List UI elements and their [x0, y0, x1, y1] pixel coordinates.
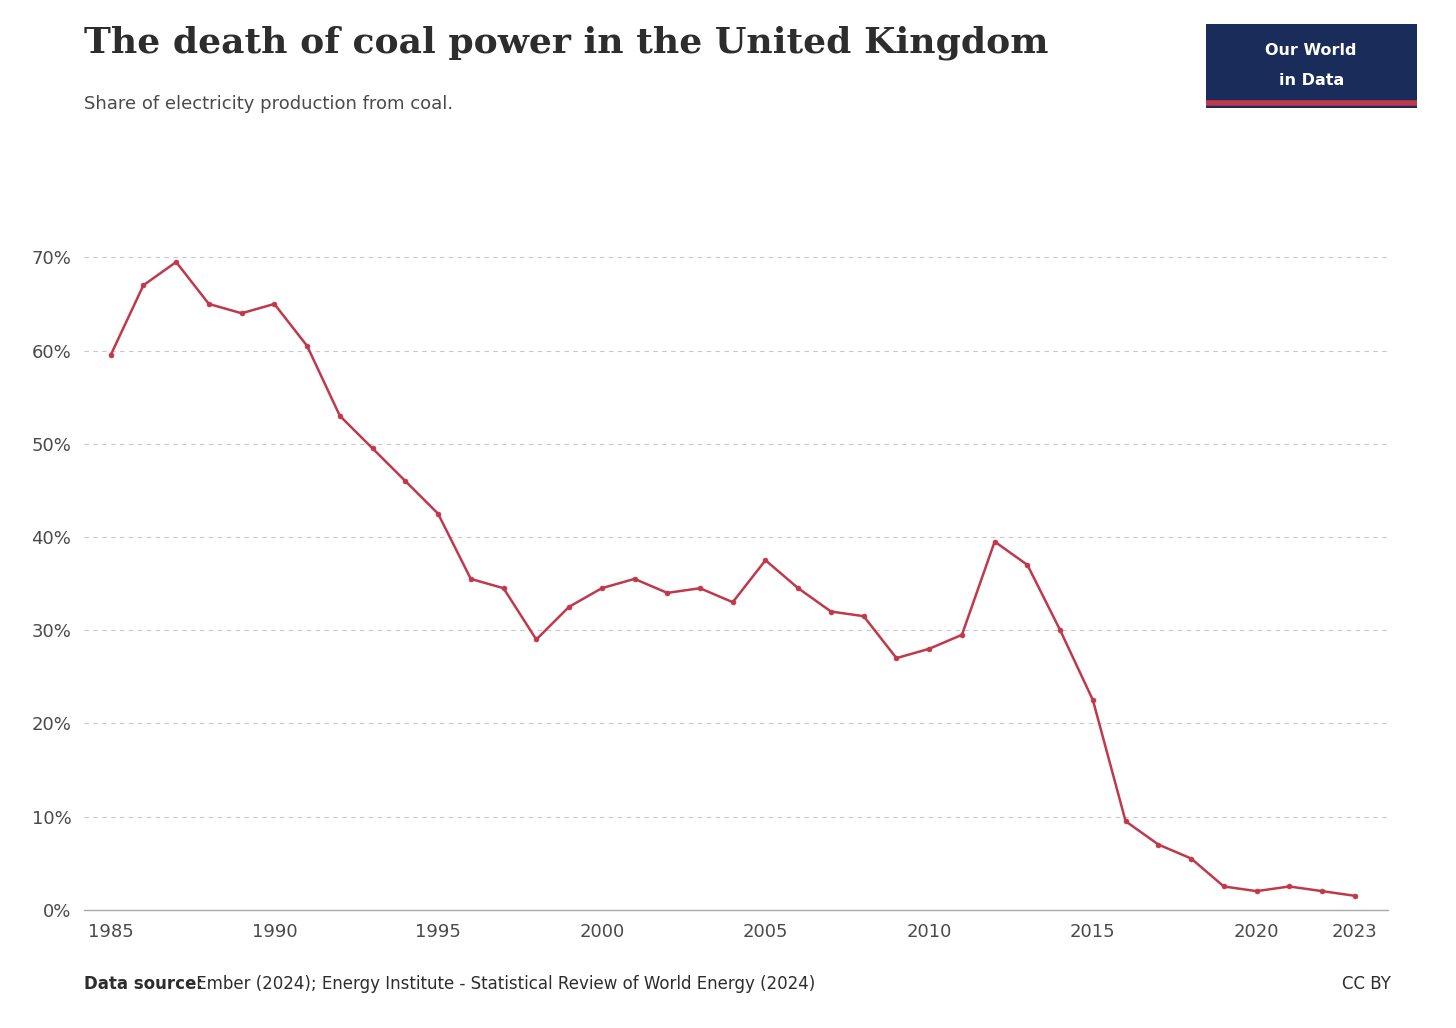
- Text: Share of electricity production from coal.: Share of electricity production from coa…: [84, 95, 454, 113]
- Text: Ember (2024); Energy Institute - Statistical Review of World Energy (2024): Ember (2024); Energy Institute - Statist…: [191, 975, 815, 993]
- Text: Our World: Our World: [1265, 43, 1357, 59]
- Text: CC BY: CC BY: [1341, 975, 1390, 993]
- Text: The death of coal power in the United Kingdom: The death of coal power in the United Ki…: [84, 26, 1048, 61]
- Text: in Data: in Data: [1278, 73, 1344, 88]
- Text: Data source:: Data source:: [84, 975, 204, 993]
